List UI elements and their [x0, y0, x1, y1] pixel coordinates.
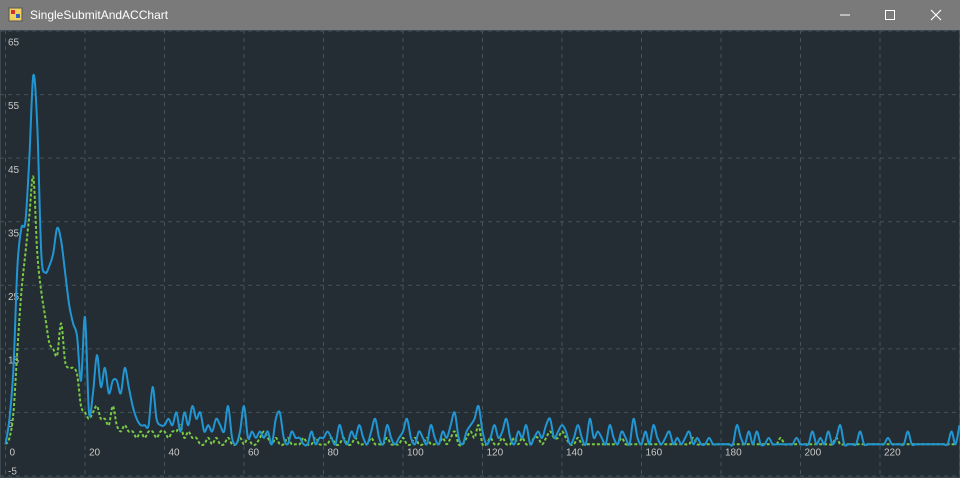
x-tick-label: 20 [89, 448, 101, 459]
y-tick-label: 55 [8, 101, 20, 112]
x-tick-label: 120 [487, 448, 504, 459]
title-bar-icons [8, 7, 942, 22]
y-tick-label: 5 [8, 419, 14, 430]
app-icon-part [11, 10, 15, 14]
x-tick-label: 0 [10, 448, 16, 459]
x-tick-label: 200 [805, 448, 822, 459]
x-tick-label: 220 [884, 448, 901, 459]
x-tick-label: 80 [328, 448, 340, 459]
app-icon [8, 7, 23, 22]
x-tick-label: 40 [169, 448, 181, 459]
y-tick-label: 65 [8, 38, 20, 49]
x-tick-label: 100 [407, 448, 424, 459]
maximize-button[interactable] [885, 10, 895, 20]
y-tick-label: 35 [8, 228, 20, 239]
x-tick-label: 140 [566, 448, 583, 459]
x-tick-label: 180 [725, 448, 742, 459]
x-tick-label: 160 [646, 448, 663, 459]
window-title: SingleSubmitAndACChart [30, 8, 169, 22]
y-tick-label: 25 [8, 292, 20, 303]
series-line [4, 175, 956, 447]
series-line [4, 73, 960, 447]
close-button[interactable] [930, 9, 942, 21]
title-bar: SingleSubmitAndACChart [0, 0, 960, 30]
y-tick-label: 45 [8, 165, 20, 176]
y-tick-label: -5 [8, 467, 17, 478]
x-tick-label: 60 [248, 448, 260, 459]
app-icon-part [16, 14, 20, 18]
